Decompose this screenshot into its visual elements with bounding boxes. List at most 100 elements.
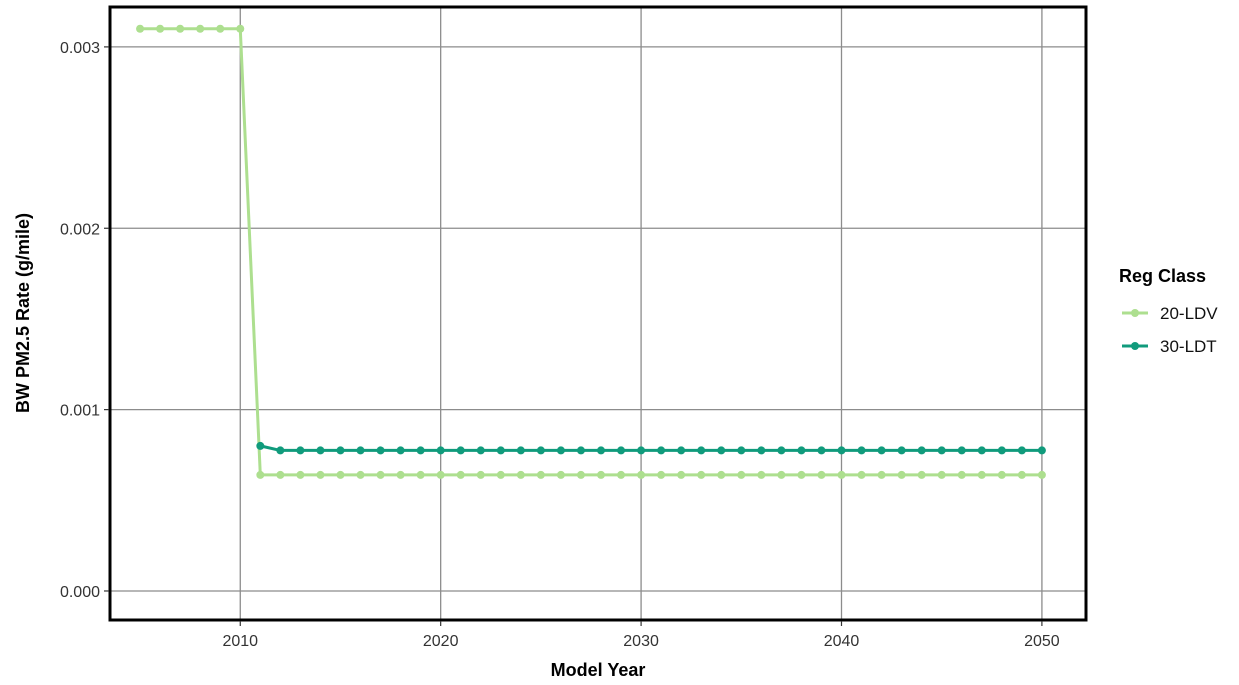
data-point-20-ldv [536, 470, 545, 479]
data-point-30-ldt [597, 446, 606, 455]
data-point-20-ldv [597, 470, 606, 479]
legend-item-20-ldv: 20-LDV [1122, 304, 1218, 323]
data-point-20-ldv [997, 470, 1006, 479]
data-point-20-ldv [937, 470, 946, 479]
legend: Reg Class 20-LDV 30-LDT [1119, 266, 1218, 356]
data-point-20-ldv [196, 24, 205, 33]
series-30-ldt [256, 441, 1046, 455]
data-point-20-ldv [496, 470, 505, 479]
data-point-20-ldv [176, 24, 185, 33]
data-point-20-ldv [316, 470, 325, 479]
plot-panel-border [108, 5, 1088, 622]
x-axis: 2010 2020 2030 2040 2050 [222, 621, 1060, 650]
series-line-30-ldt [259, 444, 1042, 452]
data-point-30-ldt [777, 446, 786, 455]
data-point-30-ldt [576, 446, 585, 455]
y-tick-label: 0.001 [60, 403, 100, 420]
data-point-30-ldt [917, 446, 926, 455]
data-point-20-ldv [276, 470, 285, 479]
data-point-30-ldt [336, 446, 345, 455]
data-point-20-ldv [516, 470, 525, 479]
x-tick-label: 2010 [222, 633, 258, 650]
data-point-20-ldv [1017, 470, 1026, 479]
data-point-20-ldv [136, 24, 145, 33]
data-point-20-ldv [617, 470, 626, 479]
data-point-20-ldv [576, 470, 585, 479]
data-point-20-ldv [637, 470, 646, 479]
data-point-20-ldv [396, 470, 405, 479]
y-axis-title: BW PM2.5 Rate (g/mile) [13, 213, 33, 413]
data-point-20-ldv [436, 470, 445, 479]
data-point-30-ldt [697, 446, 706, 455]
series-20-ldv [136, 24, 1046, 479]
data-point-30-ldt [757, 446, 766, 455]
data-point-30-ldt [1017, 446, 1026, 455]
x-axis-title: Model Year [551, 660, 646, 680]
data-point-30-ldt [617, 446, 626, 455]
data-point-30-ldt [536, 446, 545, 455]
data-point-30-ldt [737, 446, 746, 455]
data-point-20-ldv [697, 470, 706, 479]
data-point-30-ldt [637, 446, 646, 455]
data-point-20-ldv [376, 470, 385, 479]
y-tick-label: 0.002 [60, 221, 100, 238]
data-point-30-ldt [356, 446, 365, 455]
data-point-20-ldv [717, 470, 726, 479]
data-point-20-ldv [797, 470, 806, 479]
data-point-20-ldv [216, 24, 225, 33]
data-point-20-ldv [737, 470, 746, 479]
x-tick-label: 2050 [1024, 633, 1060, 650]
x-tick-label: 2020 [423, 633, 459, 650]
data-point-20-ldv [416, 470, 425, 479]
data-point-30-ldt [396, 446, 405, 455]
data-point-30-ldt [677, 446, 686, 455]
data-point-20-ldv [837, 470, 846, 479]
data-point-30-ldt [456, 446, 465, 455]
series-layer [136, 24, 1046, 479]
data-point-30-ldt [897, 446, 906, 455]
data-point-20-ldv [296, 470, 305, 479]
data-point-30-ldt [476, 446, 485, 455]
data-point-30-ldt [937, 446, 946, 455]
data-point-30-ldt [817, 446, 826, 455]
data-point-20-ldv [456, 470, 465, 479]
data-point-20-ldv [757, 470, 766, 479]
legend-key-point-20-ldv [1131, 309, 1139, 317]
x-tick-label: 2030 [623, 633, 659, 650]
data-point-20-ldv [657, 470, 666, 479]
data-point-30-ldt [877, 446, 886, 455]
data-point-20-ldv [857, 470, 866, 479]
data-point-20-ldv [777, 470, 786, 479]
data-point-20-ldv [957, 470, 966, 479]
data-point-20-ldv [897, 470, 906, 479]
data-point-20-ldv [236, 24, 245, 33]
grid-lines [110, 7, 1086, 620]
data-point-30-ldt [797, 446, 806, 455]
data-point-30-ldt [977, 446, 986, 455]
data-point-30-ldt [556, 446, 565, 455]
x-tick-label: 2040 [824, 633, 860, 650]
data-point-20-ldv [877, 470, 886, 479]
data-point-30-ldt [837, 446, 846, 455]
legend-label-30-ldt: 30-LDT [1160, 337, 1217, 356]
data-point-20-ldv [336, 470, 345, 479]
data-point-20-ldv [476, 470, 485, 479]
data-point-30-ldt [436, 446, 445, 455]
data-point-30-ldt [1037, 446, 1046, 455]
data-point-20-ldv [356, 470, 365, 479]
data-point-30-ldt [296, 446, 305, 455]
data-point-30-ldt [997, 446, 1006, 455]
data-point-20-ldv [817, 470, 826, 479]
data-point-20-ldv [556, 470, 565, 479]
y-axis: 0.000 0.001 0.002 0.003 [60, 40, 109, 601]
data-point-30-ldt [957, 446, 966, 455]
data-point-20-ldv [156, 24, 165, 33]
data-point-20-ldv [1037, 470, 1046, 479]
legend-key-point-30-ldt [1131, 342, 1139, 350]
data-point-30-ldt [276, 446, 285, 455]
series-line-20-ldv [140, 27, 1042, 477]
data-point-20-ldv [977, 470, 986, 479]
data-point-30-ldt [496, 446, 505, 455]
data-point-20-ldv [677, 470, 686, 479]
